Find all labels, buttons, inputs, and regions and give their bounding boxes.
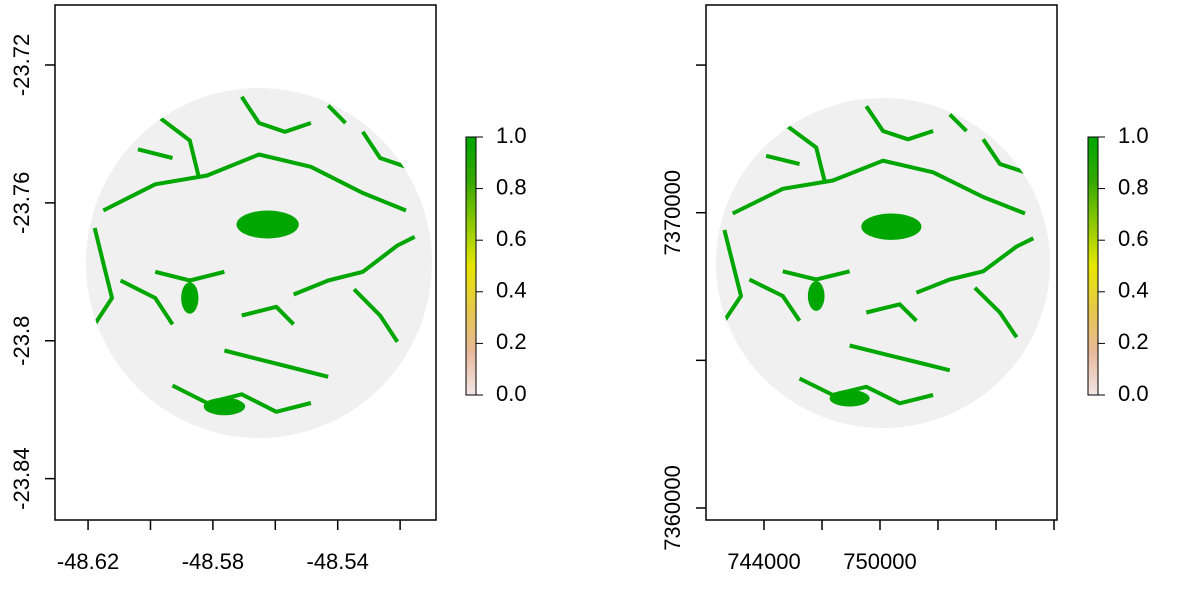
panel: -48.62 -48.58 -48.54 -23.72 -23.76 -23.8 -23.8… (9, 4, 527, 574)
legend-tick-label: 1.0 (496, 123, 527, 148)
green-patch (748, 277, 802, 322)
legend-tick-label: 0.8 (496, 174, 527, 199)
green-patch (181, 282, 199, 314)
legend-tick-label: 0.2 (1118, 329, 1149, 354)
green-patch (203, 397, 246, 416)
green-patch (829, 390, 870, 407)
panel: 744000 750000 7360000 7370000 0.0 0.2 0.4 0.6 0.… (660, 4, 1149, 574)
green-patch (241, 304, 296, 326)
color-bar (1087, 136, 1099, 396)
green-patch (731, 158, 1026, 216)
green-patch (361, 130, 407, 169)
green-patch (92, 227, 114, 326)
legend-tick-label: 0.0 (496, 381, 527, 406)
green-patch (981, 138, 1026, 175)
patches (92, 95, 416, 416)
legend-tick-label: 0.6 (496, 226, 527, 251)
green-patch (861, 213, 922, 240)
legend-tick-label: 0.6 (1118, 226, 1149, 251)
y-tick-label: -23.76 (9, 172, 34, 234)
green-patch (119, 278, 175, 326)
color-bar (465, 136, 477, 396)
green-patch (864, 105, 934, 142)
raster-area (716, 98, 1050, 428)
legend-tick-label: 1.0 (1118, 123, 1149, 148)
y-tick-label: 7370000 (660, 170, 685, 256)
y-tick-label: -23.8 (9, 316, 34, 366)
green-patch (240, 95, 312, 134)
green-patch (722, 229, 743, 322)
green-patch (948, 113, 968, 133)
y-tick-label: -23.84 (9, 447, 34, 509)
x-tick-label: -48.62 (57, 549, 119, 574)
green-patch (153, 112, 201, 176)
raster-area (86, 88, 432, 438)
legend-tick-label: 0.2 (496, 329, 527, 354)
legend-tick-label: 0.0 (1118, 381, 1149, 406)
y-tick-label: -23.72 (9, 34, 34, 96)
x-tick-label: -48.58 (182, 549, 244, 574)
green-patch (292, 235, 416, 297)
green-patch (326, 104, 347, 125)
x-tick-label: -48.54 (307, 549, 369, 574)
green-patch (865, 302, 918, 323)
x-tick-label: 744000 (727, 549, 800, 574)
green-patch (807, 281, 825, 311)
green-patch (915, 236, 1035, 295)
green-patch (781, 121, 827, 181)
green-patch (765, 153, 800, 166)
green-patch (137, 147, 173, 160)
plot-frame (705, 4, 1058, 521)
green-patch (352, 287, 400, 343)
green-patch (171, 383, 312, 414)
green-patch (154, 269, 225, 283)
green-patch (102, 152, 407, 213)
legend-tick-label: 0.4 (1118, 278, 1149, 303)
patches (722, 105, 1035, 407)
green-patch (798, 376, 934, 406)
legend-tick-label: 0.4 (496, 278, 527, 303)
y-tick-label: 7360000 (660, 465, 685, 551)
x-tick-label: 750000 (843, 549, 916, 574)
green-patch (849, 343, 951, 373)
green-patch (236, 210, 299, 239)
green-patch (223, 348, 329, 379)
green-patch (782, 269, 851, 282)
legend-tick-label: 0.8 (1118, 174, 1149, 199)
green-patch (973, 286, 1019, 339)
plot-frame (54, 4, 437, 521)
